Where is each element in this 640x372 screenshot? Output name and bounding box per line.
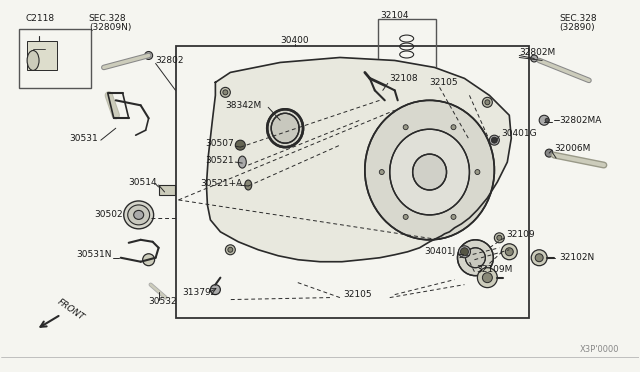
Bar [27, 41, 57, 70]
Text: (32809N): (32809N) [89, 23, 131, 32]
Ellipse shape [477, 268, 497, 288]
Ellipse shape [403, 125, 408, 130]
Text: 32104: 32104 [380, 11, 409, 20]
Ellipse shape [506, 248, 513, 256]
Text: 30514: 30514 [129, 177, 157, 186]
Text: 31379Z: 31379Z [182, 288, 218, 297]
Text: 30507: 30507 [205, 139, 234, 148]
Ellipse shape [483, 273, 492, 283]
Ellipse shape [390, 129, 469, 215]
Ellipse shape [223, 90, 228, 95]
Ellipse shape [220, 87, 230, 97]
Text: 32108: 32108 [390, 74, 419, 83]
Ellipse shape [539, 115, 549, 125]
Bar [175, 45, 529, 318]
Ellipse shape [365, 100, 494, 240]
Text: 30401G: 30401G [501, 129, 537, 138]
Ellipse shape [483, 97, 492, 107]
Text: 32109: 32109 [506, 230, 535, 239]
Ellipse shape [465, 248, 485, 268]
Text: 32102N: 32102N [559, 253, 595, 262]
Ellipse shape [451, 214, 456, 219]
Ellipse shape [460, 248, 468, 256]
Text: 32006M: 32006M [554, 144, 591, 153]
Text: SEC.328: SEC.328 [559, 14, 596, 23]
Polygon shape [207, 58, 511, 262]
Text: 30531: 30531 [69, 134, 98, 143]
Text: FRONT: FRONT [56, 297, 86, 322]
Text: 30521+A: 30521+A [200, 179, 243, 187]
Ellipse shape [545, 149, 553, 157]
Ellipse shape [271, 113, 299, 143]
Text: (32890): (32890) [559, 23, 595, 32]
Ellipse shape [267, 109, 303, 147]
Ellipse shape [497, 235, 502, 240]
Ellipse shape [244, 180, 252, 190]
Ellipse shape [128, 205, 150, 225]
Text: 32109M: 32109M [476, 265, 513, 274]
Ellipse shape [475, 170, 480, 174]
Text: 32105: 32105 [344, 290, 372, 299]
Ellipse shape [145, 51, 152, 60]
Text: 38342M: 38342M [225, 101, 262, 110]
Ellipse shape [492, 137, 497, 143]
Ellipse shape [490, 135, 499, 145]
Ellipse shape [535, 254, 543, 262]
Text: 30401J: 30401J [424, 247, 456, 256]
Ellipse shape [124, 201, 154, 229]
Ellipse shape [143, 254, 155, 266]
Ellipse shape [413, 154, 447, 190]
Ellipse shape [228, 247, 233, 252]
Bar [159, 185, 175, 195]
Text: 30531N: 30531N [76, 250, 111, 259]
Bar [378, 19, 436, 73]
Text: 32802MA: 32802MA [559, 116, 602, 125]
Text: 30532: 30532 [148, 297, 177, 306]
Ellipse shape [531, 55, 538, 62]
Text: X3P'0000: X3P'0000 [579, 345, 619, 354]
Ellipse shape [501, 244, 517, 260]
Ellipse shape [236, 140, 245, 150]
Text: 32802M: 32802M [519, 48, 556, 57]
Ellipse shape [380, 170, 384, 174]
Ellipse shape [458, 246, 470, 258]
Text: C2118: C2118 [25, 14, 54, 23]
Text: 32802: 32802 [156, 56, 184, 65]
Ellipse shape [485, 100, 490, 105]
Ellipse shape [451, 125, 456, 130]
Ellipse shape [27, 51, 39, 70]
Ellipse shape [458, 240, 493, 276]
Text: 30521: 30521 [205, 155, 234, 164]
Text: SEC.328: SEC.328 [89, 14, 127, 23]
Ellipse shape [225, 245, 236, 255]
Bar [19, 29, 91, 89]
Ellipse shape [238, 156, 246, 168]
Ellipse shape [545, 118, 549, 122]
Text: 30502: 30502 [94, 211, 122, 219]
Text: 32105: 32105 [429, 78, 458, 87]
Ellipse shape [531, 250, 547, 266]
Ellipse shape [134, 211, 143, 219]
Ellipse shape [211, 285, 220, 295]
Ellipse shape [494, 233, 504, 243]
Text: 30400: 30400 [281, 36, 309, 45]
Ellipse shape [403, 214, 408, 219]
Ellipse shape [147, 54, 150, 58]
